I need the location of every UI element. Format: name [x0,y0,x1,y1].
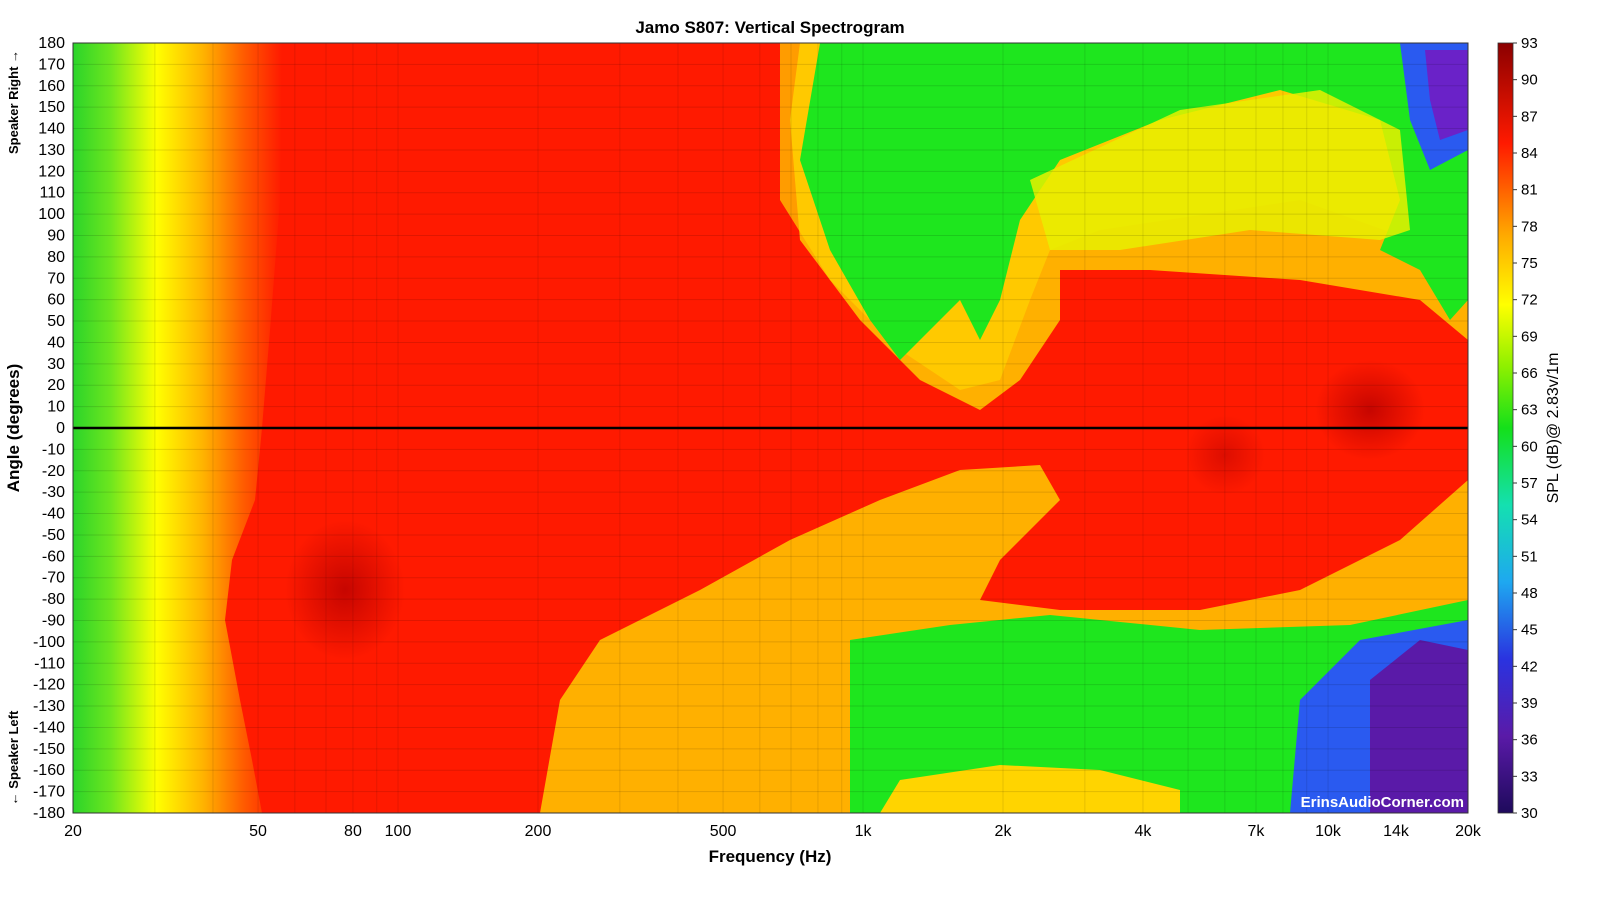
colorbar-tick-label: 60 [1521,438,1538,455]
y-tick-label: -80 [42,591,65,608]
heat-lower-yellow-strip [880,765,1180,813]
y-tick-label: -120 [33,677,65,694]
y-tick-label: 30 [47,356,65,373]
y-tick-label: -50 [42,527,65,544]
colorbar-tick-label: 30 [1521,805,1538,822]
y-axis-label: Angle (degrees) [4,364,23,492]
colorbar-label: SPL (dB)@ 2.83v/1m [1545,353,1562,504]
chart-title: Jamo S807: Vertical Spectrogram [635,18,904,37]
heat-upper-yellow-band [1030,90,1410,250]
x-tick-label: 200 [525,823,552,840]
speaker-left-label: ← Speaker Left [6,710,21,805]
watermark-text: ErinsAudioCorner.com [1301,794,1464,811]
y-tick-label: -60 [42,548,65,565]
x-tick-label: 10k [1315,823,1342,840]
colorbar-tick-label: 81 [1521,182,1538,199]
x-tick-label: 20k [1455,823,1482,840]
x-tick-label: 100 [385,823,412,840]
x-tick-label: 1k [855,823,873,840]
colorbar-tick-label: 51 [1521,548,1538,565]
y-tick-label: 170 [38,56,65,73]
colorbar-tick-labels: 93 90 87 84 81 78 75 72 69 66 63 60 57 54 51 48 45 42 39 36… [1513,35,1538,822]
plot-frame [72,42,1469,814]
colorbar-tick-label: 45 [1521,622,1538,639]
y-tick-label: -150 [33,741,65,758]
colorbar [1497,42,1514,814]
y-tick-label: -110 [34,655,65,672]
y-tick-label: -10 [42,441,65,458]
x-tick-label: 20 [64,823,82,840]
colorbar-tick-label: 63 [1521,402,1538,419]
colorbar-tick-label: 84 [1521,145,1538,162]
heat-upper-green [800,43,1468,360]
y-tick-label: 100 [38,206,65,223]
x-tick-label: 50 [249,823,267,840]
x-tick-label: 4k [1135,823,1153,840]
y-tick-label: 80 [47,249,65,266]
x-tick-label: 80 [344,823,362,840]
colorbar-tick-label: 72 [1521,292,1538,309]
heat-darkspot-13k [1315,360,1425,460]
y-tick-label: -20 [42,463,65,480]
y-tick-label: 60 [47,292,65,309]
colorbar-tick-label: 78 [1521,218,1538,235]
colorbar-tick-label: 54 [1521,512,1538,529]
y-tick-labels: 1801701601501401301201101009080706050403… [33,35,65,822]
x-tick-label: 14k [1383,823,1410,840]
y-tick-label: 110 [39,185,65,202]
x-tick-label: 7k [1248,823,1266,840]
y-tick-label: -160 [33,762,65,779]
x-tick-label: 500 [710,823,737,840]
colorbar-tick-label: 66 [1521,365,1538,382]
y-tick-label: 10 [47,399,65,416]
y-tick-label: 180 [38,35,65,52]
y-tick-label: 50 [47,313,65,330]
y-tick-label: 90 [47,228,65,245]
y-tick-label: -130 [33,698,65,715]
colorbar-tick-label: 42 [1521,658,1538,675]
colorbar-tick-label: 33 [1521,768,1538,785]
speaker-right-label: Speaker Right → [6,50,21,154]
x-axis-label: Frequency (Hz) [709,847,832,866]
y-tick-label: 140 [38,121,65,138]
y-tick-label: 0 [56,420,65,437]
y-tick-label: -170 [33,784,65,801]
y-tick-label: 160 [38,78,65,95]
y-tick-label: -30 [42,484,65,501]
y-tick-label: -40 [42,506,65,523]
y-tick-label: -100 [33,634,65,651]
y-tick-label: 150 [38,99,65,116]
colorbar-tick-label: 48 [1521,585,1538,602]
y-tick-label: -90 [42,613,65,630]
colorbar-tick-label: 57 [1521,475,1538,492]
colorbar-tick-label: 90 [1521,72,1538,89]
x-tick-labels: 20 50 80 100 200 500 1k 2k 4k 7k 10k 14k 20k [64,823,1482,840]
colorbar-tick-label: 87 [1521,108,1538,125]
y-tick-label: -70 [42,570,65,587]
plot-area [73,43,1468,813]
colorbar-tick-label: 36 [1521,732,1538,749]
heat-darkspot-80hz [285,520,405,660]
y-tick-label: 130 [38,142,65,159]
y-tick-label: -180 [33,805,65,822]
y-tick-label: 70 [47,270,65,287]
heat-upper-right-purple [1425,50,1468,140]
colorbar-tick-label: 75 [1521,255,1538,272]
colorbar-tick-label: 93 [1521,35,1538,52]
y-tick-label: 120 [38,163,65,180]
x-tick-label: 2k [995,823,1013,840]
y-tick-label: 20 [47,377,65,394]
colorbar-tick-label: 39 [1521,695,1538,712]
heat-lower-right-purple [1370,640,1468,813]
colorbar-tick-label: 69 [1521,328,1538,345]
heat-darkspot-7k [1185,415,1265,495]
y-tick-label: 40 [47,334,65,351]
y-tick-label: -140 [33,719,65,736]
